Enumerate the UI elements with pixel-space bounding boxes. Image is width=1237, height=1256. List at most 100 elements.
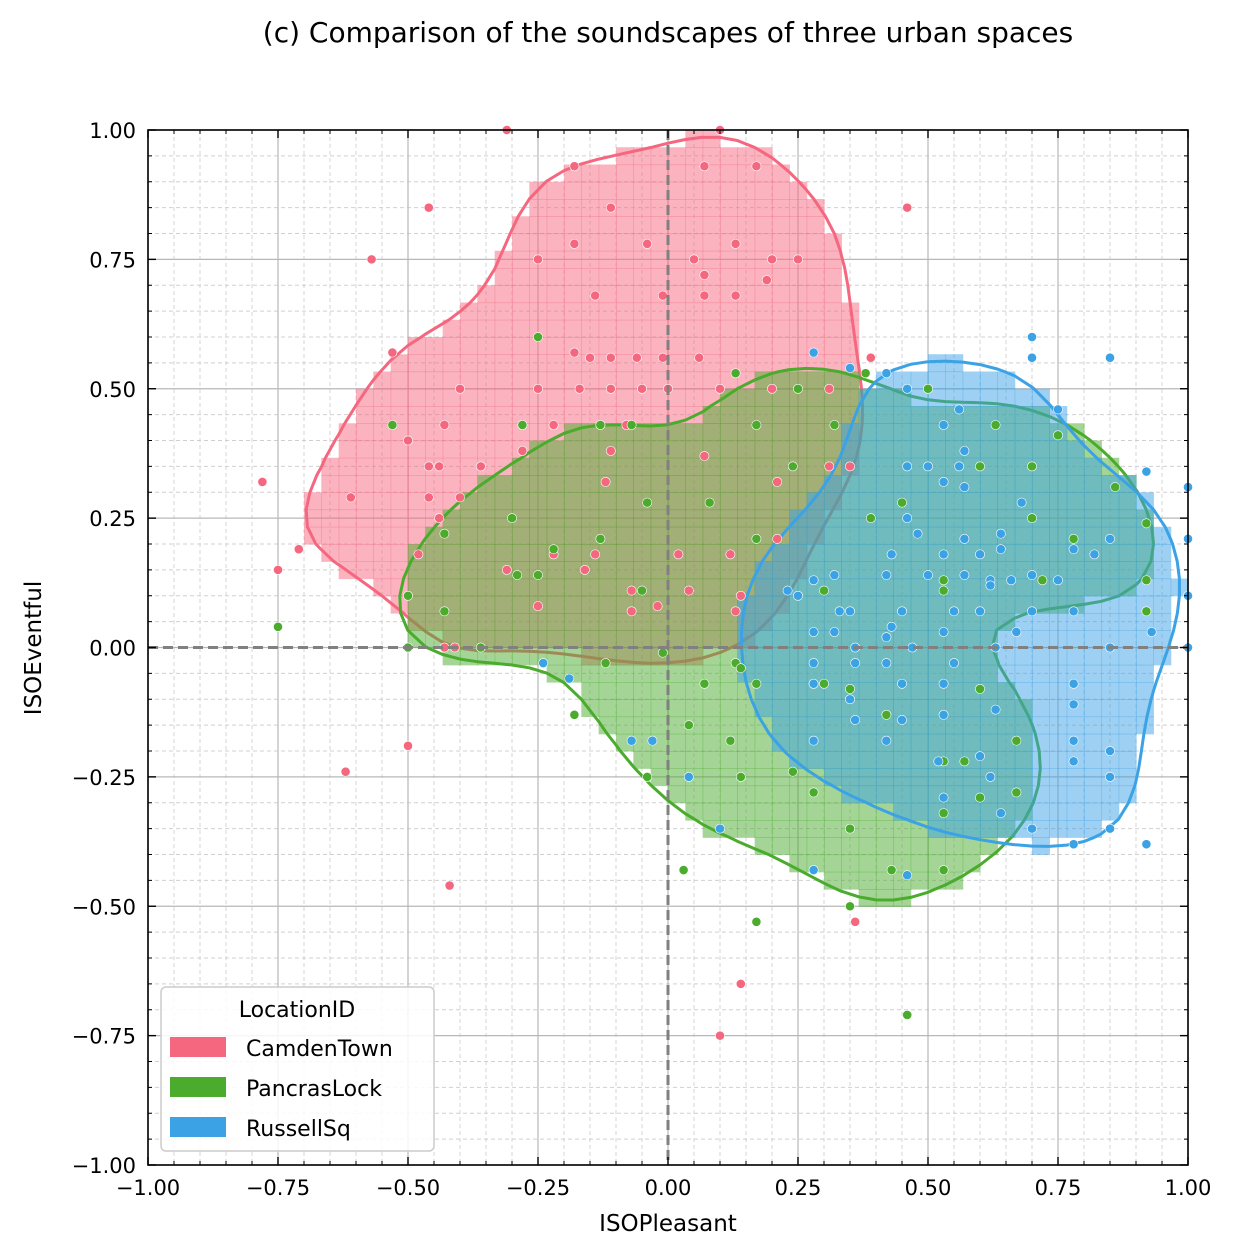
density-cell [858, 561, 877, 580]
density-cell [824, 285, 842, 304]
data-point-russellsq [845, 606, 855, 617]
data-point-camdentown [585, 352, 595, 363]
density-cell [1014, 647, 1033, 666]
density-cell [633, 216, 652, 235]
density-cell [962, 820, 981, 838]
density-cell [598, 578, 617, 597]
density-cell [702, 233, 721, 252]
density-cell [910, 595, 929, 614]
density-cell [824, 647, 842, 666]
density-cell [1032, 768, 1050, 787]
density-cell [1049, 699, 1068, 718]
density-cell [720, 181, 738, 200]
density-cell [1101, 664, 1120, 683]
density-cell [910, 785, 929, 804]
data-point-russellsq [975, 549, 985, 560]
density-cell [876, 785, 894, 804]
data-point-camdentown [387, 347, 398, 358]
density-cell [494, 440, 513, 459]
density-cell [668, 423, 686, 442]
density-cell [754, 595, 773, 614]
density-cell [702, 544, 721, 562]
density-cell [598, 250, 617, 269]
density-cell [598, 406, 617, 424]
data-point-russellsq [933, 756, 944, 767]
density-cell [685, 440, 704, 459]
density-cell [564, 475, 582, 493]
density-cell [789, 233, 808, 252]
density-cell [1014, 440, 1033, 459]
data-point-pancraslock [1037, 575, 1048, 586]
density-cell [858, 647, 877, 666]
density-cell [1084, 716, 1102, 735]
y-tick-label: 1.00 [89, 119, 136, 143]
density-cell [564, 388, 582, 407]
density-cell [1066, 492, 1085, 511]
density-cell [1049, 578, 1068, 597]
density-cell [876, 820, 894, 838]
density-cell [945, 492, 964, 511]
density-cell [858, 871, 877, 890]
density-cell [494, 319, 513, 338]
data-point-russellsq [1105, 533, 1115, 544]
legend-swatch-pancraslock [170, 1077, 226, 1097]
density-cell [668, 233, 686, 252]
density-cell [754, 319, 773, 338]
density-cell [408, 475, 426, 493]
density-cell [425, 630, 444, 649]
data-point-pancraslock [1027, 461, 1037, 472]
density-cell [772, 250, 790, 269]
density-cell [650, 699, 669, 718]
data-point-camdentown [548, 420, 559, 430]
density-cell [1084, 802, 1102, 821]
density-cell [737, 406, 756, 424]
density-cell [997, 630, 1016, 649]
density-cell [1032, 716, 1050, 735]
density-cell [616, 233, 634, 252]
density-cell [685, 302, 704, 321]
density-cell [650, 578, 669, 597]
y-axis-label: ISOEventful [21, 581, 47, 715]
density-cell [806, 664, 825, 683]
density-cell [494, 630, 513, 649]
data-point-russellsq [897, 678, 907, 689]
density-cell [720, 630, 738, 649]
density-cell [806, 423, 825, 442]
data-point-pancraslock [1141, 606, 1152, 617]
density-cell [858, 457, 877, 476]
density-cell [633, 285, 652, 304]
density-cell [789, 664, 808, 683]
data-point-pancraslock [1141, 575, 1152, 586]
data-point-russellsq [1068, 544, 1079, 555]
density-cell [356, 388, 374, 407]
data-point-pancraslock [595, 420, 606, 430]
density-cell [564, 578, 582, 597]
density-cell [494, 302, 513, 321]
density-cell [1049, 492, 1068, 511]
data-point-russellsq [1105, 771, 1115, 782]
density-cell [1101, 630, 1120, 649]
density-cell [772, 302, 790, 321]
density-cell [910, 768, 929, 787]
density-cell [668, 354, 686, 373]
density-cell [893, 647, 912, 666]
density-cell [928, 733, 946, 752]
density-cell [494, 354, 513, 373]
density-cell [546, 285, 565, 304]
density-cell [477, 561, 496, 580]
density-cell [633, 716, 652, 735]
density-cell [876, 440, 894, 459]
density-cell [425, 371, 444, 390]
density-cell [841, 854, 860, 873]
density-cell [893, 630, 912, 649]
density-cell [546, 181, 565, 200]
density-cell [910, 699, 929, 718]
density-cell [754, 475, 773, 493]
data-point-russellsq [881, 368, 892, 379]
density-cell [962, 578, 981, 597]
density-cell [1101, 682, 1120, 700]
density-cell [893, 423, 912, 442]
density-cell [1066, 768, 1085, 787]
density-cell [633, 647, 652, 666]
density-cell [737, 388, 756, 407]
